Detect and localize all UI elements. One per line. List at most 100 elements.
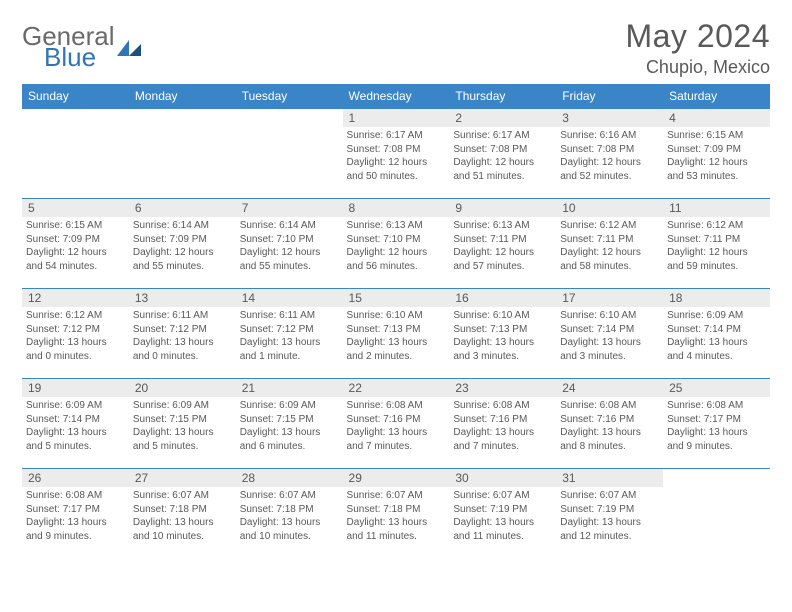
d1-text: Daylight: 13 hours bbox=[133, 336, 232, 350]
sunset-text: Sunset: 7:08 PM bbox=[347, 143, 446, 157]
d2-text: and 7 minutes. bbox=[347, 440, 446, 454]
d1-text: Daylight: 13 hours bbox=[347, 516, 446, 530]
d2-text: and 11 minutes. bbox=[347, 530, 446, 544]
sunrise-text: Sunrise: 6:15 AM bbox=[667, 129, 766, 143]
location: Chupio, Mexico bbox=[625, 57, 770, 78]
sunrise-text: Sunrise: 6:11 AM bbox=[133, 309, 232, 323]
d2-text: and 12 minutes. bbox=[560, 530, 659, 544]
d1-text: Daylight: 12 hours bbox=[26, 246, 125, 260]
sunrise-text: Sunrise: 6:07 AM bbox=[560, 489, 659, 503]
calendar-cell: 3Sunrise: 6:16 AMSunset: 7:08 PMDaylight… bbox=[556, 109, 663, 199]
calendar-cell: 4Sunrise: 6:15 AMSunset: 7:09 PMDaylight… bbox=[663, 109, 770, 199]
calendar-cell: 8Sunrise: 6:13 AMSunset: 7:10 PMDaylight… bbox=[343, 199, 450, 289]
calendar-cell: 17Sunrise: 6:10 AMSunset: 7:14 PMDayligh… bbox=[556, 289, 663, 379]
calendar-cell bbox=[22, 109, 129, 199]
day-number: 23 bbox=[449, 379, 556, 397]
sunrise-text: Sunrise: 6:08 AM bbox=[667, 399, 766, 413]
d1-text: Daylight: 13 hours bbox=[26, 336, 125, 350]
d2-text: and 59 minutes. bbox=[667, 260, 766, 274]
d2-text: and 0 minutes. bbox=[26, 350, 125, 364]
sunset-text: Sunset: 7:19 PM bbox=[560, 503, 659, 517]
d2-text: and 7 minutes. bbox=[453, 440, 552, 454]
d1-text: Daylight: 13 hours bbox=[26, 426, 125, 440]
day-number: 7 bbox=[236, 199, 343, 217]
sunset-text: Sunset: 7:09 PM bbox=[26, 233, 125, 247]
sunrise-text: Sunrise: 6:10 AM bbox=[347, 309, 446, 323]
sunset-text: Sunset: 7:12 PM bbox=[240, 323, 339, 337]
calendar-cell: 7Sunrise: 6:14 AMSunset: 7:10 PMDaylight… bbox=[236, 199, 343, 289]
calendar-cell: 15Sunrise: 6:10 AMSunset: 7:13 PMDayligh… bbox=[343, 289, 450, 379]
d2-text: and 57 minutes. bbox=[453, 260, 552, 274]
sunset-text: Sunset: 7:14 PM bbox=[26, 413, 125, 427]
sunset-text: Sunset: 7:17 PM bbox=[26, 503, 125, 517]
sunset-text: Sunset: 7:17 PM bbox=[667, 413, 766, 427]
calendar-cell: 2Sunrise: 6:17 AMSunset: 7:08 PMDaylight… bbox=[449, 109, 556, 199]
day-number: 22 bbox=[343, 379, 450, 397]
weekday-header: Saturday bbox=[663, 84, 770, 109]
sunrise-text: Sunrise: 6:13 AM bbox=[347, 219, 446, 233]
d1-text: Daylight: 12 hours bbox=[240, 246, 339, 260]
calendar-cell: 6Sunrise: 6:14 AMSunset: 7:09 PMDaylight… bbox=[129, 199, 236, 289]
d2-text: and 50 minutes. bbox=[347, 170, 446, 184]
day-number: 4 bbox=[663, 109, 770, 127]
calendar-cell: 12Sunrise: 6:12 AMSunset: 7:12 PMDayligh… bbox=[22, 289, 129, 379]
d2-text: and 11 minutes. bbox=[453, 530, 552, 544]
d1-text: Daylight: 12 hours bbox=[347, 246, 446, 260]
d2-text: and 58 minutes. bbox=[560, 260, 659, 274]
calendar-cell: 18Sunrise: 6:09 AMSunset: 7:14 PMDayligh… bbox=[663, 289, 770, 379]
sunset-text: Sunset: 7:12 PM bbox=[133, 323, 232, 337]
calendar-cell: 1Sunrise: 6:17 AMSunset: 7:08 PMDaylight… bbox=[343, 109, 450, 199]
wave-icon bbox=[117, 38, 141, 58]
weekday-header: Monday bbox=[129, 84, 236, 109]
day-number: 13 bbox=[129, 289, 236, 307]
sunrise-text: Sunrise: 6:08 AM bbox=[347, 399, 446, 413]
day-number: 21 bbox=[236, 379, 343, 397]
d2-text: and 6 minutes. bbox=[240, 440, 339, 454]
sunset-text: Sunset: 7:14 PM bbox=[667, 323, 766, 337]
d2-text: and 8 minutes. bbox=[560, 440, 659, 454]
d1-text: Daylight: 12 hours bbox=[133, 246, 232, 260]
weekday-header: Wednesday bbox=[343, 84, 450, 109]
day-number: 16 bbox=[449, 289, 556, 307]
day-number: 1 bbox=[343, 109, 450, 127]
sunset-text: Sunset: 7:09 PM bbox=[133, 233, 232, 247]
sunrise-text: Sunrise: 6:08 AM bbox=[453, 399, 552, 413]
calendar-row: 26Sunrise: 6:08 AMSunset: 7:17 PMDayligh… bbox=[22, 469, 770, 559]
d2-text: and 3 minutes. bbox=[453, 350, 552, 364]
sunset-text: Sunset: 7:15 PM bbox=[133, 413, 232, 427]
d2-text: and 10 minutes. bbox=[240, 530, 339, 544]
sunrise-text: Sunrise: 6:07 AM bbox=[347, 489, 446, 503]
sunset-text: Sunset: 7:15 PM bbox=[240, 413, 339, 427]
calendar-cell: 19Sunrise: 6:09 AMSunset: 7:14 PMDayligh… bbox=[22, 379, 129, 469]
day-number: 17 bbox=[556, 289, 663, 307]
d1-text: Daylight: 13 hours bbox=[560, 336, 659, 350]
month-title: May 2024 bbox=[625, 18, 770, 55]
d2-text: and 10 minutes. bbox=[133, 530, 232, 544]
d1-text: Daylight: 12 hours bbox=[560, 246, 659, 260]
sunset-text: Sunset: 7:13 PM bbox=[347, 323, 446, 337]
d2-text: and 4 minutes. bbox=[667, 350, 766, 364]
day-number: 24 bbox=[556, 379, 663, 397]
calendar-cell: 21Sunrise: 6:09 AMSunset: 7:15 PMDayligh… bbox=[236, 379, 343, 469]
calendar-row: 1Sunrise: 6:17 AMSunset: 7:08 PMDaylight… bbox=[22, 109, 770, 199]
sunrise-text: Sunrise: 6:14 AM bbox=[240, 219, 339, 233]
day-number: 8 bbox=[343, 199, 450, 217]
calendar-cell: 30Sunrise: 6:07 AMSunset: 7:19 PMDayligh… bbox=[449, 469, 556, 559]
calendar-cell: 27Sunrise: 6:07 AMSunset: 7:18 PMDayligh… bbox=[129, 469, 236, 559]
calendar-cell: 14Sunrise: 6:11 AMSunset: 7:12 PMDayligh… bbox=[236, 289, 343, 379]
calendar-cell: 5Sunrise: 6:15 AMSunset: 7:09 PMDaylight… bbox=[22, 199, 129, 289]
weekday-header: Tuesday bbox=[236, 84, 343, 109]
d2-text: and 56 minutes. bbox=[347, 260, 446, 274]
d2-text: and 1 minute. bbox=[240, 350, 339, 364]
calendar-cell bbox=[663, 469, 770, 559]
sunset-text: Sunset: 7:16 PM bbox=[347, 413, 446, 427]
sunrise-text: Sunrise: 6:09 AM bbox=[133, 399, 232, 413]
sunrise-text: Sunrise: 6:10 AM bbox=[560, 309, 659, 323]
day-number: 12 bbox=[22, 289, 129, 307]
weekday-header: Friday bbox=[556, 84, 663, 109]
sunset-text: Sunset: 7:12 PM bbox=[26, 323, 125, 337]
calendar-cell: 26Sunrise: 6:08 AMSunset: 7:17 PMDayligh… bbox=[22, 469, 129, 559]
day-number: 25 bbox=[663, 379, 770, 397]
sunrise-text: Sunrise: 6:07 AM bbox=[133, 489, 232, 503]
calendar-cell: 24Sunrise: 6:08 AMSunset: 7:16 PMDayligh… bbox=[556, 379, 663, 469]
